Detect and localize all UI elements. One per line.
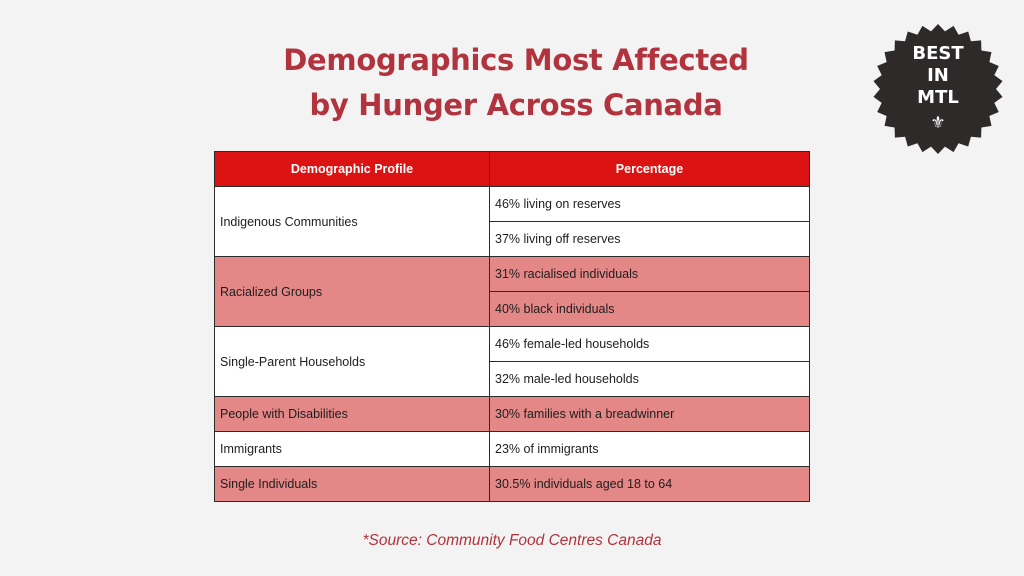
title-line-2: by Hunger Across Canada xyxy=(309,88,723,122)
percentage-cell: 46% living on reserves xyxy=(489,186,810,222)
badge-line-2: IN xyxy=(927,65,949,86)
percentage-cell: 32% male-led households xyxy=(489,361,810,397)
percentage-cell: 40% black individuals xyxy=(489,291,810,327)
source-note: *Source: Community Food Centres Canada xyxy=(362,532,662,549)
table-row: Single Individuals 30.5% individuals age… xyxy=(214,466,810,502)
profile-cell: Indigenous Communities xyxy=(214,186,490,257)
percentage-cell: 46% female-led households xyxy=(489,326,810,362)
page-title: Demographics Most Affected by Hunger Acr… xyxy=(0,38,1024,128)
percentage-cell: 23% of immigrants xyxy=(489,431,810,467)
profile-cell: People with Disabilities xyxy=(214,396,490,432)
profile-cell: Single Individuals xyxy=(214,466,490,502)
badge-text: BEST IN MTL xyxy=(872,43,1004,109)
profile-cell: Single-Parent Households xyxy=(214,326,490,397)
demographics-table: Demographic Profile Percentage Indigenou… xyxy=(214,151,810,502)
badge-line-3: MTL xyxy=(917,87,959,108)
percentage-cell: 37% living off reserves xyxy=(489,221,810,257)
header-demographic-profile: Demographic Profile xyxy=(214,151,490,187)
badge-line-1: BEST xyxy=(912,43,964,64)
percentage-cell: 30.5% individuals aged 18 to 64 xyxy=(489,466,810,502)
table-row: Immigrants 23% of immigrants xyxy=(214,431,810,467)
percentage-cell: 30% families with a breadwinner xyxy=(489,396,810,432)
table-row: Racialized Groups 31% racialised individ… xyxy=(214,256,810,327)
profile-cell: Racialized Groups xyxy=(214,256,490,327)
table-row: Single-Parent Households 46% female-led … xyxy=(214,326,810,397)
title-line-1: Demographics Most Affected xyxy=(283,43,749,77)
header-percentage: Percentage xyxy=(489,151,810,187)
best-in-mtl-badge: BEST IN MTL ⚜ xyxy=(872,23,1004,155)
table-row: 40% black individuals xyxy=(215,291,810,327)
fleur-de-lis-icon: ⚜ xyxy=(930,113,946,133)
table-row: 32% male-led households xyxy=(215,361,810,397)
percentage-cell: 31% racialised individuals xyxy=(489,256,810,292)
profile-cell: Immigrants xyxy=(214,431,490,467)
table-row: People with Disabilities 30% families wi… xyxy=(214,396,810,432)
table-row: Indigenous Communities 46% living on res… xyxy=(214,186,810,257)
badge-seal-shape xyxy=(873,24,1003,154)
table-header-row: Demographic Profile Percentage xyxy=(214,151,810,187)
